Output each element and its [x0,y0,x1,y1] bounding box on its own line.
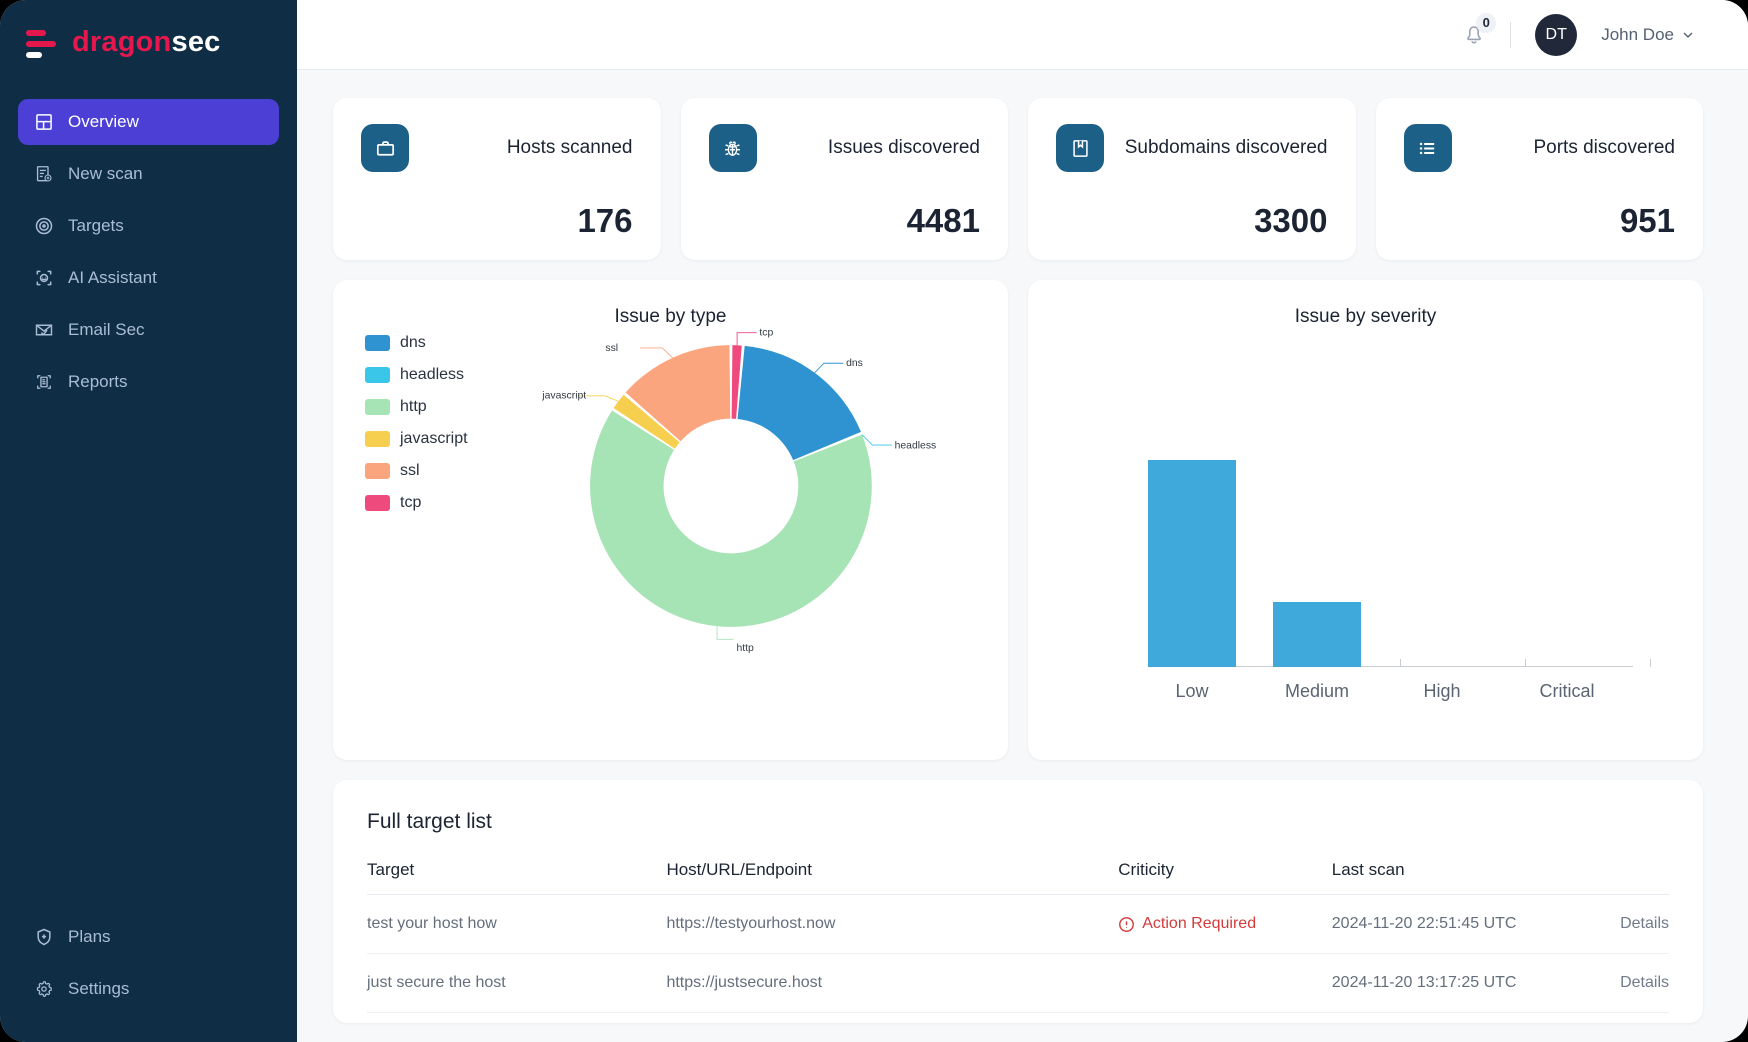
svg-text:tcp: tcp [759,328,773,339]
svg-text:headless: headless [895,441,937,452]
svg-text:http: http [736,643,754,654]
svg-text:ssl: ssl [605,343,618,354]
svg-text:javascript: javascript [541,391,586,402]
svg-text:dns: dns [846,358,863,369]
